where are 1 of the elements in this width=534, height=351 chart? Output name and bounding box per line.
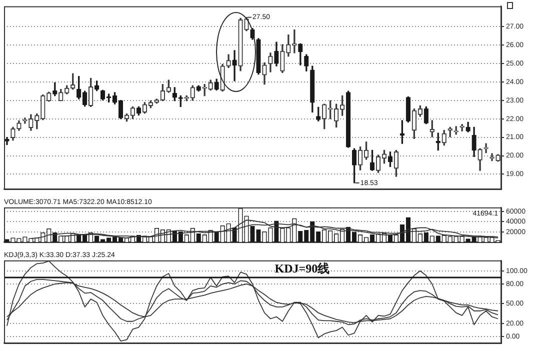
ref-line-label: KDJ=90线 — [274, 262, 330, 276]
